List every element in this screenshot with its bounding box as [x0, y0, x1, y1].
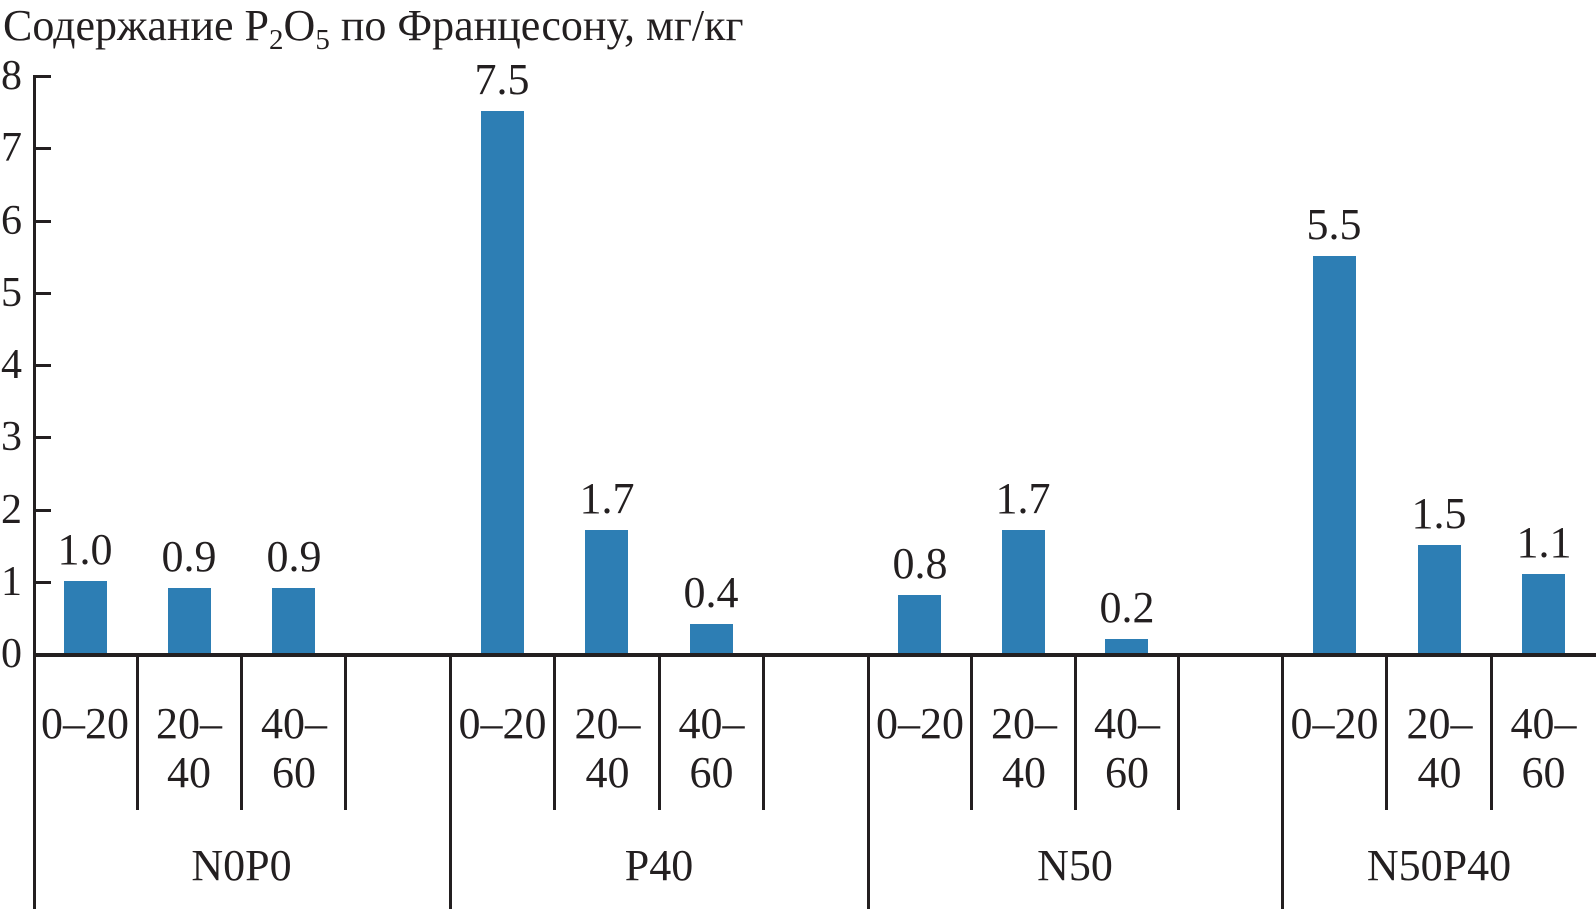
- y-tick-label: 3: [1, 414, 22, 460]
- depth-label: 40– 60: [261, 699, 327, 797]
- bar-value-label: 0.8: [892, 539, 948, 588]
- depth-label: 40– 60: [1094, 699, 1160, 797]
- title-text: Содержание P: [3, 1, 270, 50]
- bar-value-label: 1.7: [579, 474, 635, 523]
- title-subscript-5: 5: [315, 24, 330, 56]
- cell-divider-line: [1385, 657, 1388, 810]
- bar-value-label: 0.9: [266, 532, 322, 581]
- bar: [272, 588, 315, 653]
- depth-label: 0–20: [876, 699, 964, 748]
- bar: [898, 595, 941, 653]
- chart-title: Содержание P2O5 по Францесону, мг/кг: [3, 0, 744, 55]
- y-tick-label: 4: [1, 342, 22, 388]
- bar: [1522, 574, 1565, 653]
- bar: [168, 588, 211, 653]
- group-divider-line: [867, 653, 870, 909]
- title-subscript-2: 2: [269, 24, 284, 56]
- bar-value-label: 5.5: [1306, 200, 1362, 249]
- group-label: N50P40: [1366, 841, 1512, 890]
- y-tick-label: 5: [1, 270, 22, 316]
- bar: [585, 530, 628, 653]
- y-tick-label: 2: [1, 487, 22, 533]
- bar-value-label: 0.9: [161, 532, 217, 581]
- cell-divider-line: [970, 657, 973, 810]
- bar: [64, 581, 107, 653]
- bar: [1105, 639, 1148, 653]
- bar-value-label: 1.1: [1516, 518, 1572, 567]
- bar-value-label: 0.2: [1099, 583, 1155, 632]
- cell-divider-line: [136, 657, 139, 810]
- depth-label: 20– 40: [1406, 699, 1473, 797]
- y-tick: [36, 364, 51, 367]
- depth-label: 40– 60: [1510, 699, 1577, 797]
- y-tick: [36, 581, 51, 584]
- title-text: O: [283, 1, 316, 50]
- bar-value-label: 0.4: [683, 568, 739, 617]
- y-axis-extension-line: [33, 653, 36, 909]
- bar-value-label: 7.5: [474, 55, 530, 104]
- cell-divider-line: [1177, 657, 1180, 810]
- y-tick: [36, 509, 51, 512]
- y-tick-label: 6: [1, 198, 22, 244]
- x-axis-line: [33, 653, 1596, 657]
- bar: [1002, 530, 1045, 653]
- group-label: N0P0: [191, 841, 292, 890]
- group-divider-line: [449, 653, 452, 909]
- bar-value-label: 1.0: [57, 525, 113, 574]
- cell-divider-line: [1074, 657, 1077, 810]
- group-label: N50: [1037, 841, 1113, 890]
- bar: [481, 111, 524, 653]
- y-tick-label: 8: [1, 53, 22, 99]
- y-tick-label: 1: [1, 559, 22, 605]
- y-tick: [36, 220, 51, 223]
- y-tick: [36, 147, 51, 150]
- cell-divider-line: [344, 657, 347, 810]
- y-tick: [36, 75, 51, 78]
- y-tick-label: 7: [1, 125, 22, 171]
- bar: [690, 624, 733, 653]
- depth-label: 0–20: [41, 699, 129, 748]
- depth-label: 20– 40: [991, 699, 1057, 797]
- y-tick: [36, 436, 51, 439]
- group-divider-line: [1281, 653, 1284, 909]
- y-tick-label: 0: [1, 631, 22, 677]
- depth-label: 20– 40: [156, 699, 222, 797]
- depth-label: 40– 60: [678, 699, 745, 797]
- depth-label: 0–20: [458, 699, 547, 748]
- bar-value-label: 1.7: [995, 474, 1051, 523]
- cell-divider-line: [553, 657, 556, 810]
- depth-label: 20– 40: [574, 699, 641, 797]
- depth-label: 0–20: [1290, 699, 1379, 748]
- title-text: по Францесону, мг/кг: [329, 1, 744, 50]
- cell-divider-line: [240, 657, 243, 810]
- bar: [1418, 545, 1461, 653]
- bar: [1313, 256, 1356, 653]
- cell-divider-line: [658, 657, 661, 810]
- bar-value-label: 1.5: [1411, 489, 1467, 538]
- cell-divider-line: [762, 657, 765, 810]
- group-label: P40: [624, 841, 694, 890]
- y-tick: [36, 292, 51, 295]
- cell-divider-line: [1490, 657, 1493, 810]
- y-axis-line: [33, 75, 36, 657]
